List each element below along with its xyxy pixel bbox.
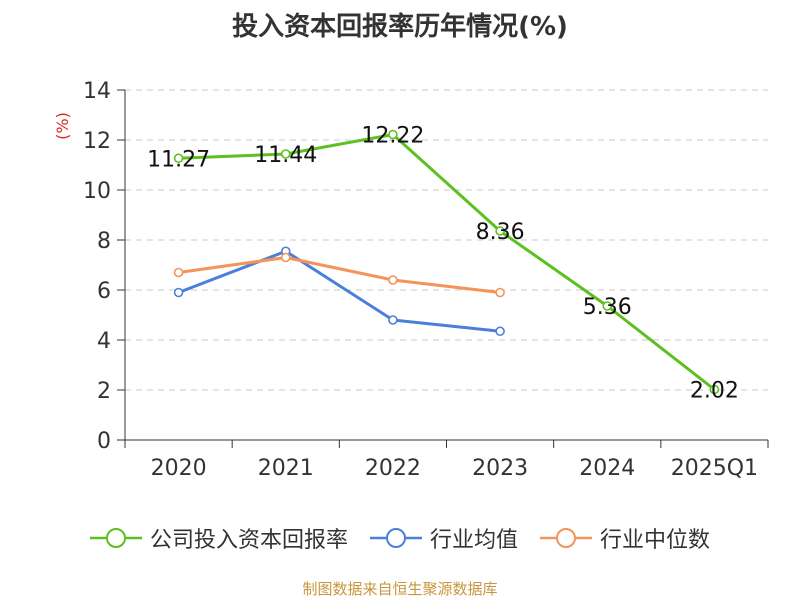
data-label: 11.44	[254, 143, 317, 168]
x-tick-label: 2023	[472, 456, 528, 481]
legend-swatch	[89, 528, 142, 548]
data-point	[388, 129, 398, 140]
data-label: 12.22	[361, 124, 424, 149]
legend-swatch	[369, 528, 422, 548]
legend-label: 行业中位数	[600, 528, 711, 553]
x-tick-label: 2025Q1	[671, 456, 758, 481]
legend-item: 行业均值	[369, 522, 518, 554]
source-note: 制图数据来自恒生聚源数据库	[302, 580, 498, 598]
data-point	[388, 315, 398, 325]
data-point	[173, 153, 184, 164]
data-label: 11.27	[147, 147, 210, 172]
data-point	[495, 226, 505, 236]
data-point	[388, 275, 398, 285]
legend-label: 行业均值	[429, 528, 518, 553]
x-tick-label: 2024	[579, 456, 635, 481]
data-label: 5.36	[583, 295, 632, 320]
series-line-1	[178, 249, 501, 333]
y-tick-label: 8	[97, 229, 111, 254]
legend-item: 公司投入资本回报率	[89, 522, 348, 554]
series-line-2	[178, 256, 501, 294]
y-tick-label: 6	[97, 279, 111, 304]
data-labels: 11.27 11.44 12.22 8.36 5.36 2.02	[147, 124, 739, 404]
x-tick-label: 2020	[151, 456, 207, 481]
series	[173, 129, 720, 395]
legend-label: 公司投入资本回报率	[149, 528, 348, 553]
y-tick-label: 0	[97, 429, 111, 454]
x-tick-label: 2021	[258, 456, 314, 481]
y-tick-label: 12	[83, 129, 111, 154]
series-line-0	[178, 133, 716, 391]
data-point	[495, 287, 505, 298]
data-point	[280, 252, 291, 263]
y-tick-label: 2	[97, 379, 111, 404]
data-label: 2.02	[690, 379, 739, 404]
y-tick-label: 14	[83, 79, 111, 104]
axes: 0 2 4 6 8 10 12 14 2020 2021 2022 2023 2024 2025Q1 (%)	[53, 79, 769, 481]
data-label: 8.36	[476, 220, 525, 245]
y-tick-label: 10	[83, 179, 111, 204]
legend: 公司投入资本回报率 行业均值 行业中位数	[0, 520, 800, 556]
y-axis-label: (%)	[53, 112, 72, 140]
data-point	[280, 149, 291, 159]
legend-item: 行业中位数	[540, 522, 710, 554]
data-point	[602, 301, 613, 311]
data-point	[173, 267, 184, 278]
data-point	[173, 287, 184, 298]
grid	[125, 89, 768, 391]
y-tick-label: 4	[97, 329, 111, 354]
x-tick-label: 2022	[365, 456, 421, 481]
data-point	[709, 384, 720, 395]
chart-title: 投入资本回报率历年情况(%)	[232, 12, 568, 42]
legend-swatch	[540, 528, 592, 548]
data-point	[495, 326, 505, 337]
